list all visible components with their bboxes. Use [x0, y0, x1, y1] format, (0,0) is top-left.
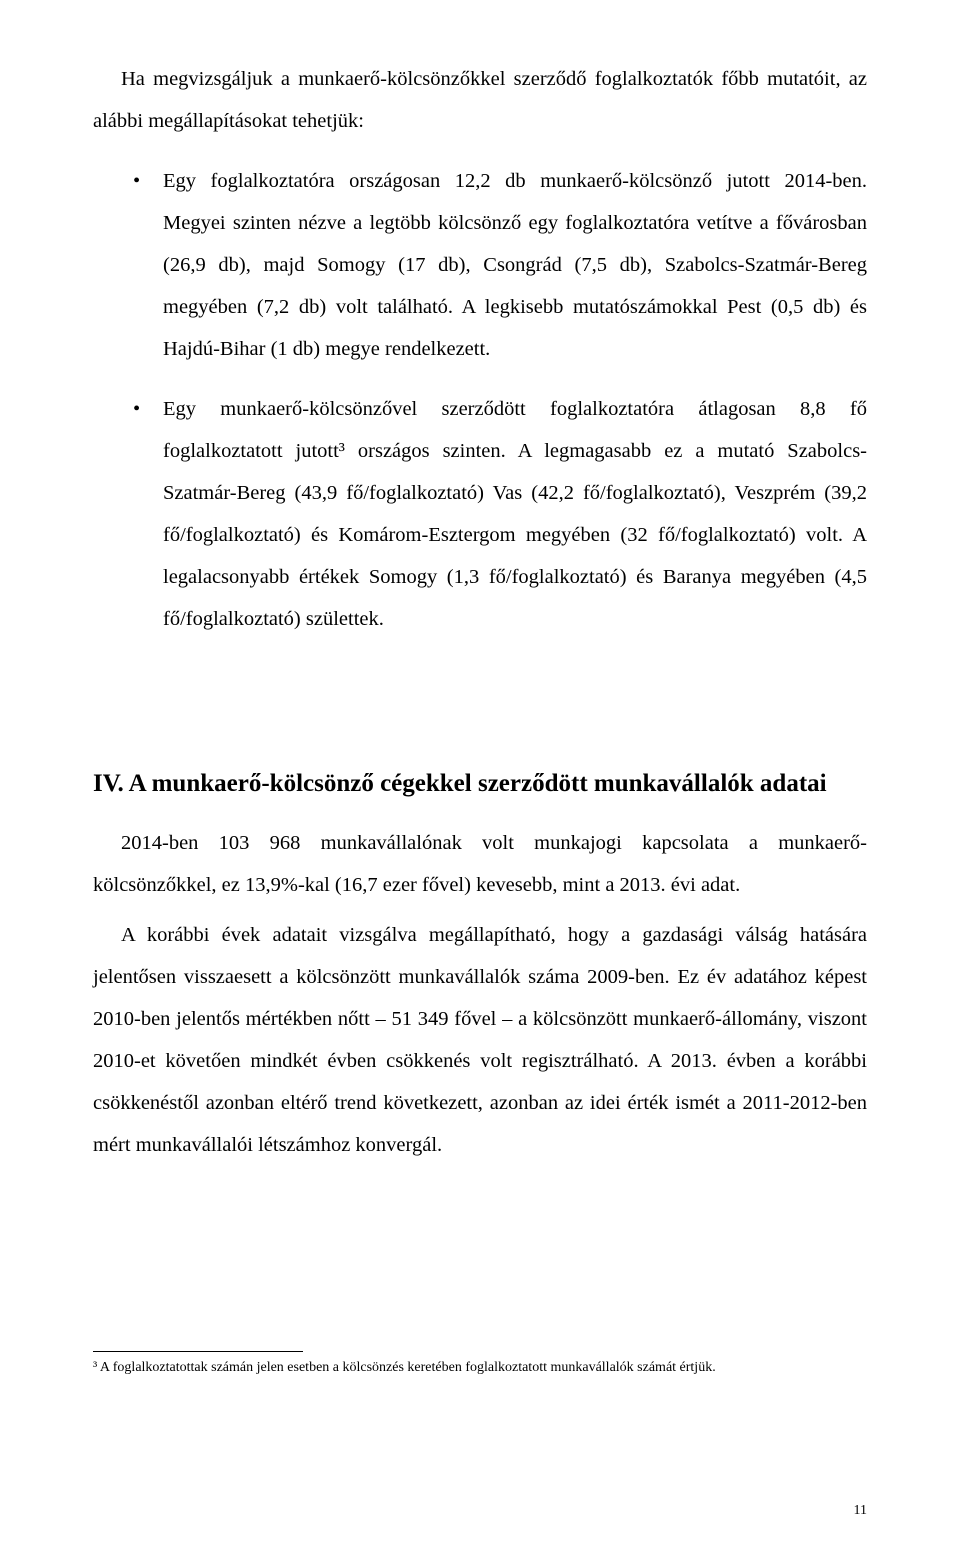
intro-paragraph: Ha megvizsgáljuk a munkaerő-kölcsönzőkke… — [93, 58, 867, 142]
bullet-item: Egy munkaerő-kölcsönzővel szerződött fog… — [133, 388, 867, 640]
page-number: 11 — [854, 1503, 867, 1519]
body-paragraph-2: A korábbi évek adatait vizsgálva megálla… — [93, 914, 867, 1166]
footnote-text: ³ A foglalkoztatottak számán jelen esetb… — [93, 1358, 867, 1378]
footnote-rule — [93, 1351, 303, 1352]
bullet-item: Egy foglalkoztatóra országosan 12,2 db m… — [133, 160, 867, 370]
bullet-list: Egy foglalkoztatóra országosan 12,2 db m… — [133, 160, 867, 640]
body-paragraph-1: 2014-ben 103 968 munkavállalónak volt mu… — [93, 822, 867, 906]
section-heading: IV. A munkaerő-kölcsönző cégekkel szerző… — [93, 770, 867, 798]
